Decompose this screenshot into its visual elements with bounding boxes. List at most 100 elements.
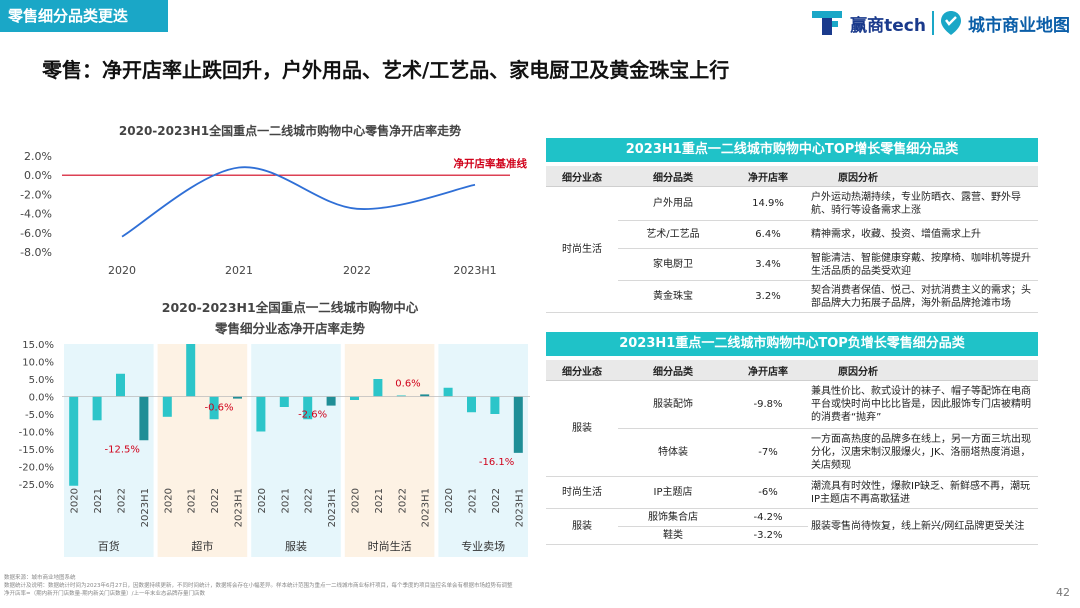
bar [420,394,430,397]
table-cell-rate: 3.2% [728,280,808,313]
x-tick-label: 2022 [343,264,371,277]
period-label: 2021 [374,488,385,513]
table-cell-item: 服装配饰 [618,380,728,429]
y-tick-label: -15.0% [19,445,54,456]
callout-label: -0.6% [204,403,233,414]
period-label: 2022 [397,488,408,513]
col-header-rate: 净开店率 [728,360,808,381]
table-cell-reason: 潮流具有时效性，爆款IP缺乏、新鲜感不再，潮玩IP主题店不再高歌猛进 [808,476,1038,509]
period-label: 2022 [491,488,502,513]
group-label: 专业卖场 [461,539,505,553]
table-row: 时尚生活 户外用品 14.9% 户外运动热潮持续，专业防晒衣、露营、野外导航、骑… [546,186,1038,313]
x-tick-label: 2021 [225,264,253,277]
table-cell-rate: 3.4% [728,248,808,281]
table-cell-rate: 14.9% [728,186,808,221]
period-label: 2021 [468,488,479,513]
table-row: 艺术/工艺品 6.4% 精神需求，收藏、投资、增值需求上升 [546,220,1038,249]
y-tick-label: -4.0% [20,208,52,221]
period-label: 2020 [163,488,174,513]
col-header-category: 细分业态 [546,166,618,187]
period-label: 2023H1 [421,488,432,527]
bar [256,396,266,432]
top-decline-table: 2023H1重点一二线城市购物中心TOP负增长零售细分品类 细分业态 细分品类 … [546,332,1038,545]
x-tick-label: 2020 [108,264,136,277]
city-map-logo-text: 城市商业地图 [968,15,1070,36]
col-header-item: 细分品类 [618,360,728,381]
line-chart-title: 2020-2023H1全国重点一二线城市购物中心零售净开店率走势 [118,124,462,138]
y-tick-label: 0.0% [24,169,52,182]
period-label: 2021 [93,488,104,513]
y-tick-label: -8.0% [20,246,52,259]
table-cell-rate: -6% [728,476,808,509]
table-cell-reason: 契合消费者保值、悦己、对抗消费主义的需求；头部品牌大力拓展子品牌，海外新品牌抢滩… [808,280,1038,313]
table-cell-item: 黄金珠宝 [618,280,728,313]
table-cell-rate: -7% [728,428,808,477]
footnote-source: 数据来源：城市商业地图系统 [4,575,76,581]
page-number: 42 [1056,586,1070,599]
table-cell-category: 服装 [546,380,618,477]
table-cell-rate: -4.2% [728,508,808,527]
callout-label: 0.6% [395,378,420,389]
table-cell-reason: 精神需求，收藏、投资、增值需求上升 [808,220,1038,249]
y-tick-label: -20.0% [19,463,54,474]
table-cell-rate: -9.8% [728,380,808,429]
bar [490,396,500,414]
period-label: 2023H1 [140,488,151,527]
bar [303,396,313,420]
bar [279,396,289,407]
table-cell-category: 时尚生活 [546,186,618,313]
logo-group: 赢商tech 城市商业地图 [810,8,1070,38]
top-growth-table-title: 2023H1重点一二线城市购物中心TOP增长零售细分品类 [546,138,1038,162]
group-background [344,344,435,557]
y-tick-label: 0.0% [29,393,54,404]
bar [443,387,453,397]
group-label: 时尚生活 [368,539,412,553]
logo-divider [932,11,934,35]
y-tick-label: -10.0% [19,428,54,439]
table-cell-category: 时尚生活 [546,476,618,509]
table-row: 鞋类 -3.2% [546,526,1038,545]
table-header-row: 细分业态 细分品类 净开店率 原因分析 [546,166,1038,187]
bar [162,396,172,417]
bar-chart-title-line1: 2020-2023H1全国重点一二线城市购物中心 [161,300,419,315]
bar [350,396,359,400]
bar [116,373,125,397]
footnote-method: 数据统计及说明：数据统计时间为2023年6月27日，因数据持续更新，不同时间统计… [4,583,513,589]
footnote-formula: 净开店率=（期内新开门店数量-期内新关门店数量）/上一年末业态品牌存量门店数 [4,591,205,597]
bar [373,379,383,397]
table-cell-rate: 6.4% [728,220,808,249]
top-growth-table: 2023H1重点一二线城市购物中心TOP增长零售细分品类 细分业态 细分品类 净… [546,138,1038,313]
callout-label: -12.5% [105,444,140,455]
period-label: 2022 [117,488,128,513]
period-label: 2023H1 [514,488,525,527]
table-header-row: 细分业态 细分品类 净开店率 原因分析 [546,360,1038,381]
group-background [251,344,341,557]
table-row: 黄金珠宝 3.2% 契合消费者保值、悦己、对抗消费主义的需求；头部品牌大力拓展子… [546,280,1038,313]
table-cell-category: 服装 [546,508,618,545]
table-cell-item: 特体装 [618,428,728,477]
bar [186,344,196,397]
yingshang-logo-text: 赢商tech [850,15,926,36]
x-tick-label: 2023H1 [453,264,496,277]
group-label: 百货 [98,539,120,553]
period-label: 2023H1 [234,488,245,527]
period-label: 2023H1 [327,488,338,527]
table-cell-reason: 服装零售尚待恢复，线上新兴/网红品牌更受关注 [808,508,1038,545]
group-background [157,344,248,557]
baseline-label: 净开店率基准线 [454,157,528,170]
period-label: 2021 [280,488,291,513]
table-cell-reason: 户外运动热潮持续，专业防晒衣、露营、野外导航、骑行等设备需求上涨 [808,186,1038,221]
bar [233,396,242,399]
period-label: 2022 [304,488,315,513]
bar-chart-title-line2: 零售细分业态净开店率走势 [214,321,365,336]
y-tick-label: 15.0% [22,340,54,351]
top-decline-table-title: 2023H1重点一二线城市购物中心TOP负增长零售细分品类 [546,332,1038,356]
callout-label: -16.1% [479,457,514,468]
table-cell-rate: -3.2% [728,526,808,545]
y-tick-label: 10.0% [22,358,54,369]
col-header-category: 细分业态 [546,360,618,381]
table-row: 时尚生活 IP主题店 -6% 潮流具有时效性，爆款IP缺乏、新鲜感不再，潮玩IP… [546,476,1038,509]
net-opening-rate-line [121,166,476,238]
col-header-rate: 净开店率 [728,166,808,187]
page-headline: 零售：净开店率止跌回升，户外用品、艺术/工艺品、家电厨卫及黄金珠宝上行 [42,58,730,82]
